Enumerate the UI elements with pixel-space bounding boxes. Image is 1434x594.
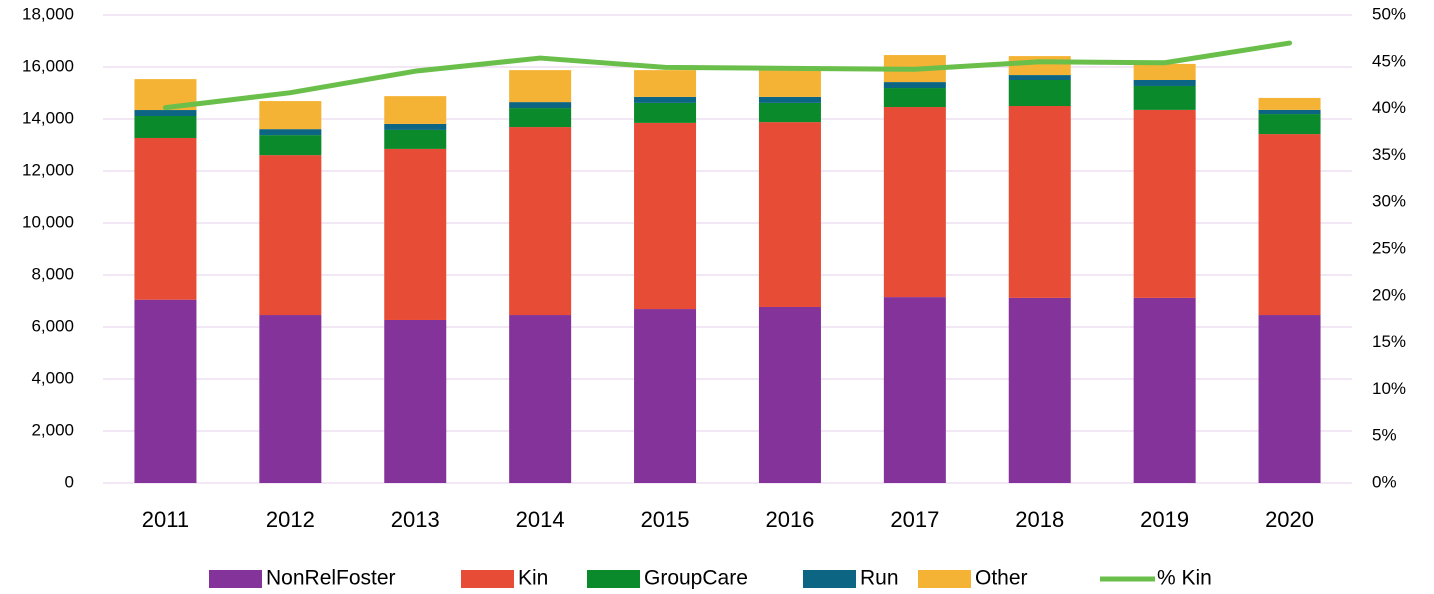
legend-label: NonRelFoster — [266, 567, 396, 590]
bar-segment — [883, 297, 946, 483]
bar-segment — [1133, 63, 1196, 80]
y-tick-label: 14,000 — [22, 108, 74, 127]
legend-label: % Kin — [1157, 567, 1212, 590]
bar-segment — [1258, 114, 1321, 135]
bar-segment — [259, 155, 322, 316]
bar-segment — [758, 102, 821, 123]
y-tick-label: 10,000 — [22, 212, 74, 231]
bar-segment — [1008, 75, 1071, 80]
y-tick-label: 6,000 — [31, 316, 74, 335]
bar-segment — [634, 102, 697, 123]
legend-label: Run — [860, 567, 899, 590]
line-series — [162, 40, 1293, 111]
bar-segment — [1008, 80, 1071, 106]
legend-label: GroupCare — [644, 567, 748, 590]
bar-segment — [1133, 85, 1196, 110]
bar-segment — [259, 135, 322, 156]
x-tick-label: 2013 — [391, 507, 440, 532]
bar-segment — [384, 96, 447, 124]
bar-segment — [384, 319, 447, 483]
bar-segment — [634, 96, 697, 103]
y-tick-label: 16,000 — [22, 56, 74, 75]
bar-segment — [1258, 134, 1321, 316]
y2-tick-label: 20% — [1372, 285, 1406, 304]
bar-segment — [1258, 97, 1321, 110]
y2-tick-label: 5% — [1372, 426, 1397, 445]
bar-segment — [634, 122, 697, 310]
bar-segment — [1258, 109, 1321, 115]
bar-segment — [1133, 109, 1196, 298]
bar-segment — [1008, 106, 1071, 298]
bar-segment — [509, 102, 572, 109]
y-tick-label: 8,000 — [31, 264, 74, 283]
bar-segment — [134, 116, 197, 138]
bar-segment — [634, 70, 697, 97]
y2-tick-label: 15% — [1372, 332, 1406, 351]
y2-tick-label: 0% — [1372, 472, 1397, 491]
bar-segment — [758, 122, 821, 307]
bar-segment — [1133, 80, 1196, 86]
bar-segment — [134, 299, 197, 483]
bar-segment — [1258, 315, 1321, 483]
legend-swatch — [587, 570, 640, 588]
y2-tick-label: 30% — [1372, 192, 1406, 211]
bar-segment — [259, 315, 322, 483]
bar-segment — [384, 123, 447, 130]
x-tick-label: 2017 — [890, 507, 939, 532]
bar-segment — [259, 129, 322, 136]
y-tick-label: 2,000 — [31, 420, 74, 439]
y2-tick-label: 10% — [1372, 379, 1406, 398]
x-tick-label: 2012 — [266, 507, 315, 532]
x-tick-label: 2014 — [516, 507, 565, 532]
bar-segment — [883, 107, 946, 298]
bar-segment — [883, 82, 946, 89]
y-tick-label: 12,000 — [22, 160, 74, 179]
bar-segment — [634, 309, 697, 483]
x-tick-label: 2015 — [641, 507, 690, 532]
bar-segment — [758, 96, 821, 103]
x-tick-label: 2016 — [765, 507, 814, 532]
bar-segment — [134, 110, 197, 117]
y-tick-label: 0 — [65, 472, 74, 491]
x-tick-label: 2011 — [142, 507, 189, 532]
bar-segment — [758, 306, 821, 483]
y-tick-label: 18,000 — [22, 4, 74, 23]
legend-label: Other — [975, 567, 1028, 590]
y2-tick-label: 35% — [1372, 145, 1406, 164]
bar-segment — [509, 108, 572, 128]
bar-segment — [509, 70, 572, 103]
x-tick-label: 2018 — [1015, 507, 1064, 532]
x-tick-label: 2019 — [1140, 507, 1189, 532]
y2-tick-label: 50% — [1372, 4, 1406, 23]
legend-swatch — [918, 570, 971, 588]
bar-segment — [509, 127, 572, 316]
bar-segment — [384, 129, 447, 149]
legend-swatch — [461, 570, 514, 588]
y2-tick-label: 45% — [1372, 51, 1406, 70]
legend-swatch — [803, 570, 856, 588]
bar-segment — [134, 137, 197, 300]
y2-tick-label: 40% — [1372, 98, 1406, 117]
legend-label: Kin — [518, 567, 548, 590]
bar-segment — [758, 70, 821, 97]
bar-segment — [1008, 297, 1071, 483]
y-tick-label: 4,000 — [31, 368, 74, 387]
legend-swatch — [209, 570, 262, 588]
y2-tick-label: 25% — [1372, 238, 1406, 257]
x-tick-label: 2020 — [1265, 507, 1314, 532]
bar-segment — [384, 148, 447, 320]
bar-segment — [1133, 297, 1196, 483]
bar-segment — [509, 315, 572, 483]
bar-segment — [883, 88, 946, 108]
bar-segment — [259, 101, 322, 130]
